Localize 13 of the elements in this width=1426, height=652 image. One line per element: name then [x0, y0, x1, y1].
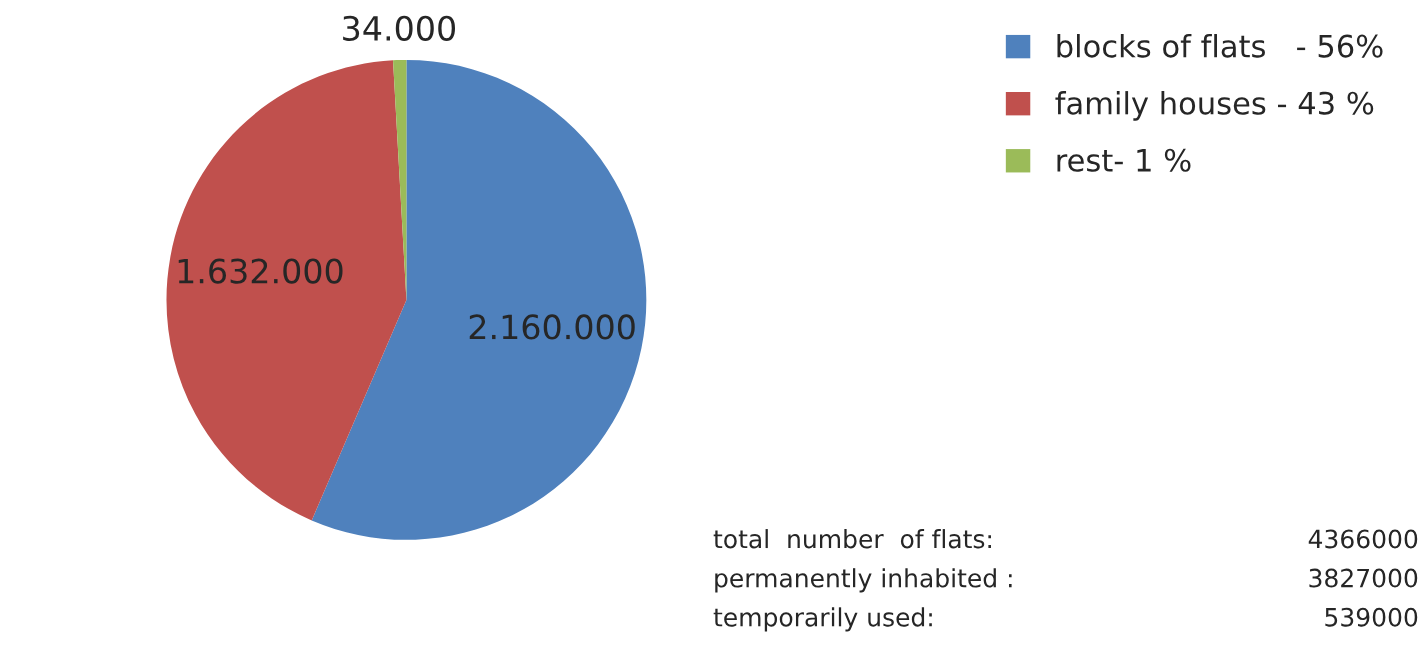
legend-label: rest- 1 % [1057, 148, 1191, 172]
text: temporarily used: [713, 607, 932, 632]
legend-label: family houses - 43 % [1055, 91, 1374, 121]
data-label: 34.000 [343, 15, 456, 41]
text: 3827000 [1309, 568, 1418, 588]
legend-label: blocks of flats - 56% [1057, 34, 1383, 58]
pie-slice [166, 60, 407, 521]
text: 539000 [1325, 607, 1418, 627]
text: permanently inhabited : [715, 568, 1012, 593]
data-label: 1.632.000 [178, 258, 343, 284]
data-label: 2.160.000 [469, 314, 635, 340]
text: 4366000 [1308, 529, 1418, 549]
text: total number of flats: [713, 529, 991, 549]
